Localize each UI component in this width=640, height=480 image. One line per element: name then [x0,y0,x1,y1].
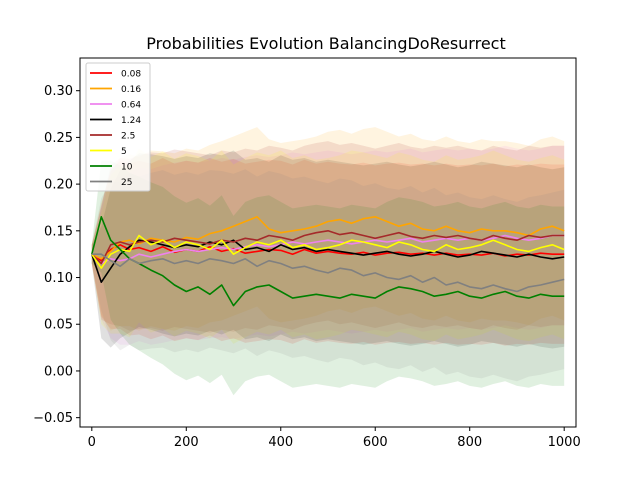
x-tick-label: 200 [174,435,199,450]
legend-label: 2.5 [121,132,135,142]
series-line-1 [91,216,565,260]
series-line-3 [91,239,565,284]
x-tick-label: 800 [457,435,482,450]
series-line-7 [91,253,565,293]
y-tick-label: 0.25 [44,131,73,146]
x-tick-label: 1000 [548,435,581,450]
legend-label: 0.64 [121,101,141,111]
x-tick-label: 0 [88,435,96,450]
legend-label: 25 [121,178,132,188]
series-lines [91,216,565,307]
y-tick-label: 0.20 [44,178,73,193]
legend-label: 0.08 [121,70,141,80]
legend-label: 5 [121,147,127,157]
y-tick-label: 0.05 [44,318,73,333]
y-tick-label: −0.05 [33,411,73,426]
chart-title: Probabilities Evolution BalancingDoResur… [146,34,505,53]
series-line-6 [91,216,565,307]
y-axis: −0.05 0.00 0.05 0.10 0.15 0.20 0.25 0.30 [33,84,80,426]
legend-label: 1.24 [121,116,141,126]
plot-frame [79,57,577,428]
y-tick-label: 0.10 [44,271,73,286]
legend: 0.08 0.16 0.64 1.24 2.5 5 10 25 [85,62,151,192]
legend-label: 10 [121,163,133,173]
x-tick-label: 600 [363,435,388,450]
series-line-5 [91,234,565,270]
y-tick-label: 0.15 [44,224,73,239]
y-tick-label: 0.00 [44,364,73,379]
std-band-series-7 [91,169,565,382]
legend-label: 0.16 [121,85,141,95]
x-axis: 0 200 400 600 800 1000 [88,427,581,450]
std-band-series-1 [91,127,565,331]
y-tick-label: 0.30 [44,84,73,99]
series-line-0 [91,244,565,262]
std-band-series-6 [91,160,565,396]
x-tick-label: 400 [268,435,293,450]
std-bands [91,127,565,396]
legend-box [85,62,151,192]
